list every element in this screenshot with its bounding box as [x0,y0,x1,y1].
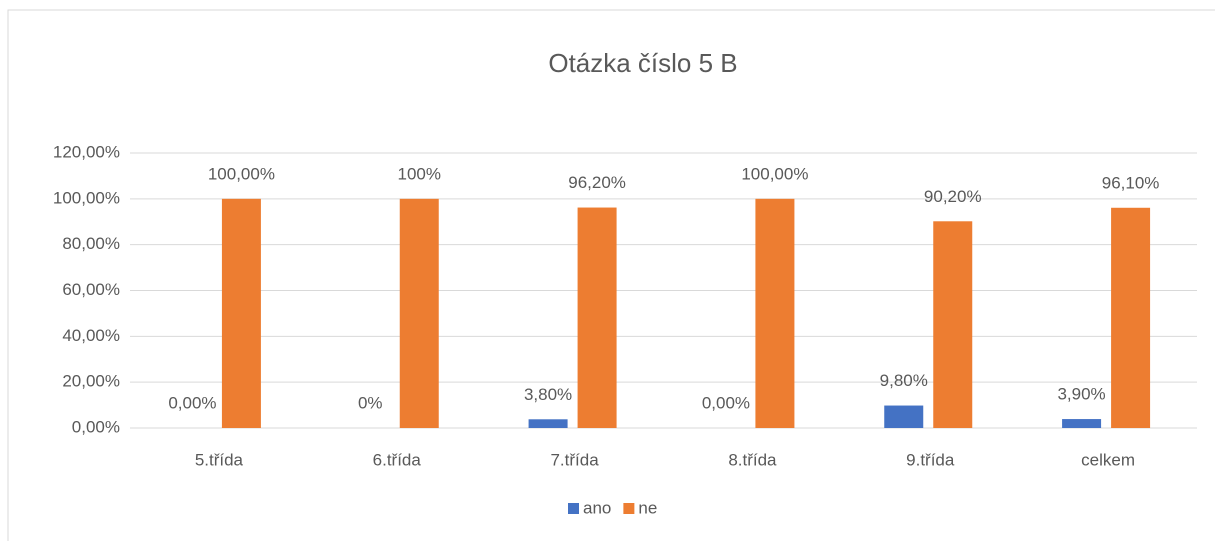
legend-swatch [623,503,635,514]
y-tick-label: 40,00% [62,326,120,345]
data-label: 90,20% [924,187,982,206]
chart-title: Otázka číslo 5 B [548,48,737,78]
bar [1111,207,1151,428]
x-tick-label: 6.třída [373,450,422,469]
data-label: 0,00% [168,393,216,412]
bar [884,405,924,428]
legend-swatch [568,503,579,514]
data-label: 0% [358,393,383,412]
y-tick-label: 100,00% [53,188,120,207]
bar [528,419,568,428]
data-label: 3,90% [1057,385,1105,404]
x-tick-label: 7.třída [550,450,599,469]
y-tick-label: 0,00% [72,417,120,436]
data-label: 0,00% [702,393,750,412]
bar [933,221,973,428]
data-label: 96,10% [1102,173,1160,192]
data-label: 9,80% [880,371,928,390]
data-label: 100,00% [741,164,808,183]
data-label: 3,80% [524,385,572,404]
bar [399,198,439,428]
legend-label: ano [583,498,611,517]
bar [755,198,795,428]
data-label: 100% [398,164,441,183]
y-tick-label: 80,00% [62,234,120,253]
bar [577,207,617,428]
bar [221,198,261,428]
data-label: 96,20% [568,173,626,192]
bar [1062,419,1102,428]
x-tick-label: celkem [1081,450,1135,469]
x-tick-label: 5.třída [195,450,244,469]
x-tick-label: 8.třída [728,450,777,469]
legend-label: ne [638,498,657,517]
y-tick-label: 60,00% [62,280,120,299]
data-label: 100,00% [208,164,275,183]
x-tick-label: 9.třída [906,450,955,469]
y-tick-label: 120,00% [53,142,120,161]
y-tick-label: 20,00% [62,372,120,391]
